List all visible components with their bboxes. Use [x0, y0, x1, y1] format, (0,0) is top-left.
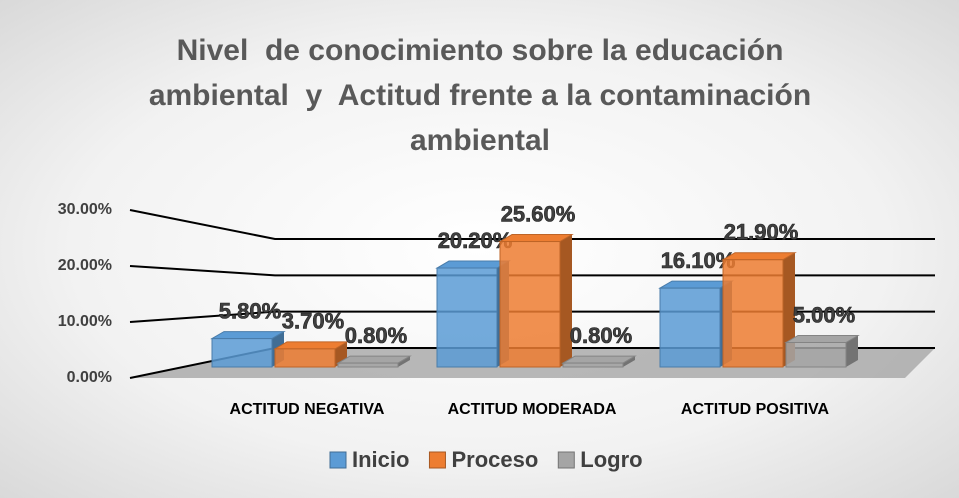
- bar-side: [398, 356, 410, 367]
- bar: [435, 260, 511, 368]
- bar: [721, 252, 797, 368]
- bar-front: [562, 362, 624, 368]
- bar: [273, 341, 349, 368]
- bar-top: [273, 341, 349, 350]
- bar-side: [846, 335, 858, 367]
- bar: [498, 234, 574, 368]
- data-label: 5.80%: [219, 298, 281, 323]
- data-label: 5.00%: [793, 302, 855, 327]
- bar-top: [435, 260, 511, 269]
- bar-top: [658, 280, 734, 289]
- bar-side: [623, 356, 635, 367]
- bar-top: [210, 331, 286, 340]
- legend-label: Inicio: [352, 447, 409, 472]
- bar-front: [436, 267, 498, 368]
- bar: [784, 335, 860, 368]
- y-tick-label: 10.00%: [58, 313, 112, 330]
- bar: [658, 280, 734, 368]
- data-label: 25.60%: [501, 201, 576, 226]
- grid-line: [129, 265, 935, 277]
- bar-top: [498, 234, 574, 243]
- bar-top: [721, 252, 797, 261]
- chart-title: Nivel de conocimiento sobre la educación…: [148, 34, 820, 157]
- legend-swatch: [557, 451, 575, 469]
- data-label: 0.80%: [345, 323, 407, 348]
- legend-swatch: [329, 451, 347, 469]
- y-tick-label: 30.00%: [58, 201, 112, 218]
- bar: [210, 331, 286, 368]
- bar-top: [336, 355, 412, 364]
- x-tick-label: ACTITUD MODERADA: [448, 401, 617, 418]
- legend-label: Proceso: [451, 447, 538, 472]
- bar-front: [659, 287, 721, 368]
- legend-label: Logro: [580, 447, 642, 472]
- bar: [336, 355, 412, 368]
- bar-front: [499, 241, 561, 368]
- y-tick-label: 20.00%: [58, 257, 112, 274]
- data-label: 21.90%: [724, 220, 799, 245]
- bar-top: [784, 335, 860, 343]
- legend-swatch: [428, 451, 446, 469]
- grid-line: [129, 209, 935, 240]
- bar-front: [337, 362, 399, 368]
- data-label: 0.80%: [570, 323, 632, 348]
- bar: [561, 355, 637, 368]
- bar-front: [211, 338, 273, 368]
- y-tick-label: 0.00%: [67, 369, 112, 386]
- bar-front: [274, 348, 336, 368]
- bar-side: [560, 234, 572, 367]
- bar-front: [785, 342, 847, 368]
- bar-top: [561, 355, 637, 364]
- bar-front: [722, 259, 784, 368]
- x-tick-label: ACTITUD POSITIVA: [681, 401, 830, 418]
- data-label: 3.70%: [282, 309, 344, 334]
- x-tick-label: ACTITUD NEGATIVA: [230, 401, 385, 418]
